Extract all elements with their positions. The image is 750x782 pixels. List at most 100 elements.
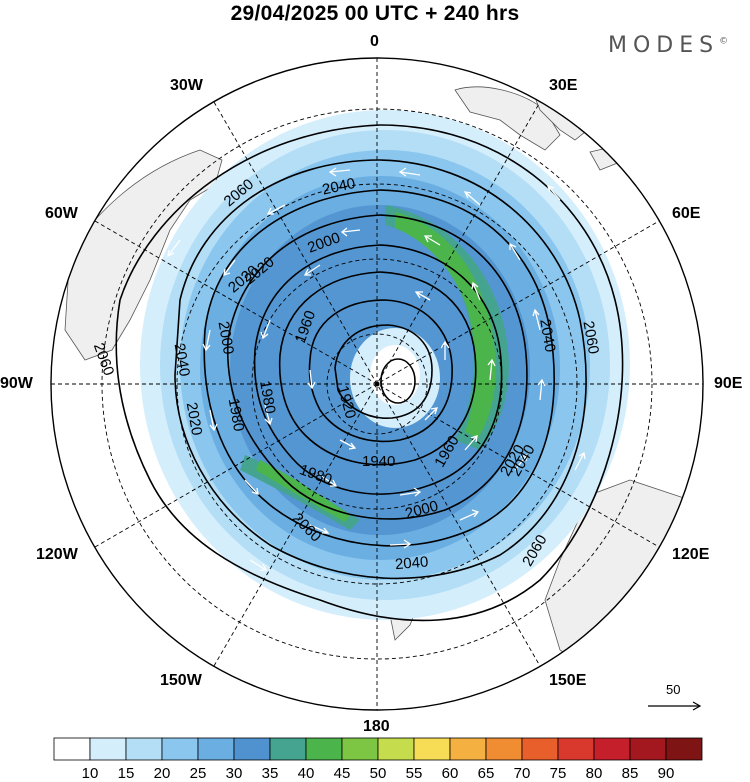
colorbar-tick-label: 55 bbox=[406, 765, 423, 782]
wind-arrow bbox=[471, 281, 481, 301]
colorbar-swatch bbox=[305, 737, 343, 761]
colorbar-swatch bbox=[269, 737, 307, 761]
wind-arrow bbox=[340, 227, 361, 237]
wind-arrow bbox=[423, 235, 441, 246]
colorbar-tick-label: 75 bbox=[550, 765, 567, 782]
lon-label-150e: 150E bbox=[549, 672, 587, 689]
copyright-mark: © bbox=[719, 36, 729, 47]
wind-arrow bbox=[339, 439, 357, 450]
contour-2040 bbox=[174, 159, 587, 580]
wind-arrow bbox=[307, 369, 316, 390]
colorbar-swatch bbox=[233, 737, 271, 761]
wind-arrow bbox=[464, 435, 478, 451]
colorbar-tick-label: 70 bbox=[514, 765, 531, 782]
wind-arrow bbox=[424, 407, 438, 421]
contour-label: 1980 bbox=[256, 379, 279, 415]
lon-label-90e: 90E bbox=[714, 375, 743, 392]
colorbar-tick-label: 90 bbox=[658, 765, 675, 782]
wind-arrow bbox=[309, 524, 330, 534]
colorbar-tick-label: 15 bbox=[118, 765, 135, 782]
wind-arrow bbox=[244, 479, 259, 495]
wind-speed-shading bbox=[140, 110, 630, 620]
contour-1940 bbox=[308, 299, 453, 443]
wind-arrow bbox=[399, 487, 422, 497]
lon-label-0: 0 bbox=[370, 33, 379, 50]
wind-arrow bbox=[167, 239, 181, 258]
wind-arrow bbox=[537, 378, 546, 401]
contour-2020 bbox=[203, 189, 555, 547]
contour-2000 bbox=[226, 214, 528, 520]
brand-logo: MODES© bbox=[608, 33, 728, 58]
colorbar-swatch bbox=[197, 737, 235, 761]
wind-arrow bbox=[398, 167, 421, 177]
colorbar-swatch bbox=[53, 737, 91, 761]
colorbar-tick-label: 40 bbox=[298, 765, 315, 782]
wind-arrow bbox=[574, 451, 586, 471]
colorbar-swatch bbox=[125, 737, 163, 761]
wind-arrow bbox=[264, 404, 273, 426]
contour-1920 bbox=[334, 324, 433, 419]
contour-label: 2000 bbox=[215, 320, 238, 356]
contour-low-center bbox=[380, 358, 416, 404]
contour-label: 2040 bbox=[536, 318, 559, 354]
wind-arrow bbox=[509, 242, 521, 261]
wind-arrow bbox=[487, 358, 496, 381]
colorbar-tick-label: 50 bbox=[370, 765, 387, 782]
lon-label-30w: 30W bbox=[170, 77, 203, 94]
colorbar-swatch bbox=[665, 737, 703, 761]
colorbar-swatch bbox=[629, 737, 667, 761]
vector-reference-label: 50 bbox=[666, 682, 680, 697]
colorbar-tick-label: 85 bbox=[622, 765, 639, 782]
wind-arrow bbox=[209, 409, 218, 432]
wind-arrow bbox=[514, 454, 528, 471]
lon-label-120w: 120W bbox=[36, 546, 78, 563]
colorbar-tick-label: 10 bbox=[82, 765, 99, 782]
contour-label: 2040 bbox=[394, 553, 429, 573]
contour-label: 2020 bbox=[183, 401, 206, 437]
colorbar-tick-label: 25 bbox=[190, 765, 207, 782]
wind-arrow bbox=[459, 509, 480, 521]
colorbar-swatch bbox=[413, 737, 451, 761]
colorbar-tick-label: 30 bbox=[226, 765, 243, 782]
height-contours bbox=[115, 124, 624, 622]
colorbar-tick-label: 35 bbox=[262, 765, 279, 782]
contour-1960 bbox=[278, 271, 477, 466]
colorbar-swatch bbox=[557, 737, 595, 761]
wind-arrow bbox=[223, 259, 236, 276]
lon-label-60w: 60W bbox=[45, 205, 78, 222]
lon-label-60e: 60E bbox=[672, 205, 701, 222]
vector-reference-arrow bbox=[648, 701, 702, 711]
wind-arrow bbox=[319, 474, 338, 487]
contour-label: 2060 bbox=[579, 320, 602, 356]
wind-arrow bbox=[414, 291, 431, 301]
colorbar-tick-label: 80 bbox=[586, 765, 603, 782]
lon-label-120e: 120E bbox=[672, 546, 710, 563]
contour-label: 2040 bbox=[321, 175, 357, 199]
colorbar-tick-label: 20 bbox=[154, 765, 171, 782]
colorbar-tick-label: 60 bbox=[442, 765, 459, 782]
wind-arrow bbox=[303, 264, 321, 276]
lon-label-180: 180 bbox=[363, 718, 390, 735]
pole-marker bbox=[374, 381, 380, 387]
wind-arrow bbox=[440, 340, 450, 360]
contour-1980 bbox=[253, 244, 503, 495]
wind-arrow bbox=[463, 191, 481, 206]
wind-arrow bbox=[202, 329, 211, 352]
colorbar-swatch bbox=[161, 737, 199, 761]
colorbar-swatch bbox=[89, 737, 127, 761]
wind-arrow bbox=[546, 184, 561, 201]
map-boundary bbox=[50, 57, 704, 711]
colorbar-swatch bbox=[521, 737, 559, 761]
contour-label: 1940 bbox=[362, 453, 395, 470]
colorbar-swatch bbox=[341, 737, 379, 761]
contour-label: 2040 bbox=[171, 342, 194, 378]
wind-arrow bbox=[260, 319, 271, 340]
wind-arrow bbox=[266, 204, 286, 215]
wind-arrow bbox=[532, 308, 541, 331]
lon-label-30e: 30E bbox=[549, 77, 578, 94]
wind-arrow bbox=[328, 167, 351, 177]
wind-vectors bbox=[167, 167, 586, 571]
wind-arrow bbox=[389, 539, 412, 549]
